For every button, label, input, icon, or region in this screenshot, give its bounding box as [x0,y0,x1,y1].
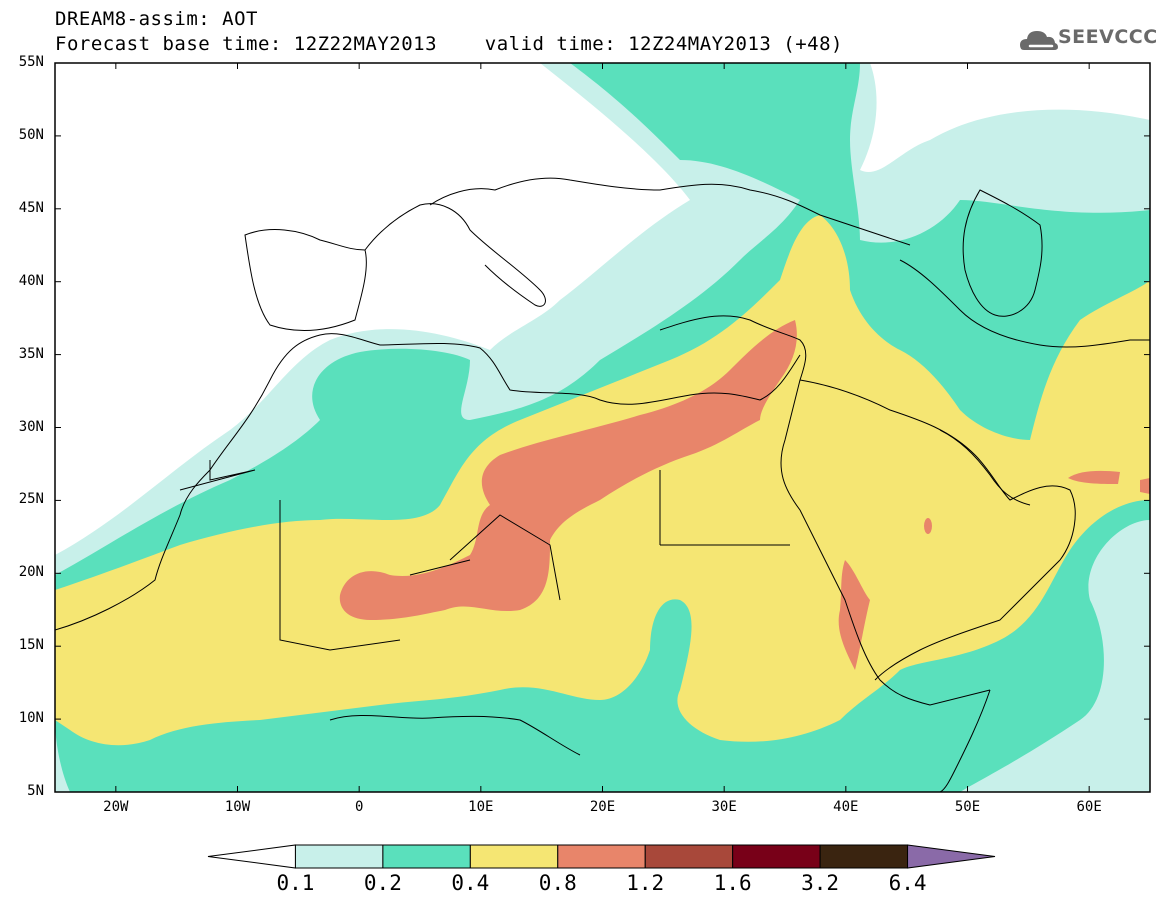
colorbar-swatch [207,844,296,869]
colorbar-swatch [469,844,559,869]
colorbar-label: 6.4 [888,871,927,895]
lat-label: 15N [18,637,44,654]
colorbar-swatch [382,844,471,869]
lon-label: 40E [833,799,859,815]
axis-ticks [55,62,1150,793]
colorbar-swatch [732,844,821,869]
lat-label: 10N [18,710,44,727]
lon-label: 10W [224,799,251,815]
logo-text: SEEVCCC [1058,26,1158,48]
lat-label: 40N [18,272,44,289]
aot-contour-0.8 [339,320,797,620]
lat-label: 20N [18,564,44,581]
lon-label: 30E [711,799,737,815]
colorbar-swatch [819,844,909,869]
product-title: DREAM8-assim: AOT [55,8,258,30]
lat-label: 30N [18,418,44,435]
colorbar-label: 0.1 [276,871,315,895]
lat-label: 35N [18,345,44,362]
cloud-icon [1020,31,1058,50]
lon-label: 0 [354,799,364,815]
colorbar-label: 0.8 [538,871,577,895]
lat-label: 5N [27,783,44,799]
lon-label: 50E [954,799,981,815]
lon-label: 20E [589,799,616,815]
lon-label: 60E [1076,799,1102,815]
colorbar-label: 1.2 [626,871,665,895]
colorbar-label: 0.2 [363,871,402,895]
colorbar-swatch [557,844,646,869]
colorbar-swatch [644,844,734,869]
colorbar [207,844,996,869]
lat-label: 25N [18,491,44,508]
lat-label: 55N [18,54,44,70]
colorbar-swatch [294,844,384,869]
coastlines [55,177,1150,792]
lon-label: 20W [103,799,129,815]
colorbar-label: 3.2 [801,871,840,895]
colorbar-label: 0.4 [451,871,490,895]
colorbar-swatch [907,844,996,869]
lon-label: 10E [468,799,494,815]
colorbar-label: 1.6 [713,871,752,895]
lat-label: 45N [18,199,44,216]
forecast-time-line: Forecast base time: 12Z22MAY2013 valid t… [55,33,843,55]
aot-field [55,63,1150,792]
lat-label: 50N [18,126,44,143]
